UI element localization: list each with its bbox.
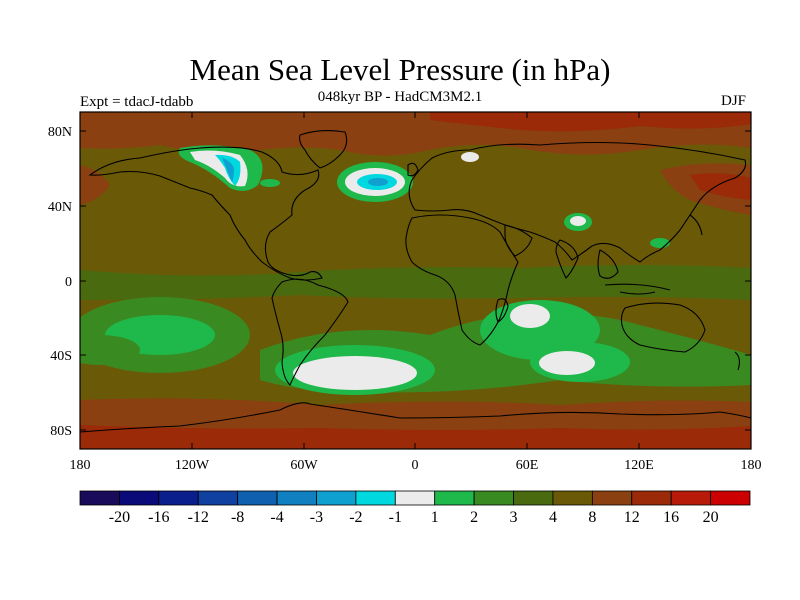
colorbar-swatch [670, 490, 711, 506]
latitude-labels: 80N 40N 0 40S 80S [48, 125, 72, 439]
colorbar-swatch [591, 490, 633, 506]
colorbar-swatch [316, 490, 357, 506]
colorbar-swatch [119, 490, 160, 506]
antarctic-high-core [80, 425, 751, 449]
colorbar-label: -2 [349, 509, 362, 526]
pressure-field [80, 112, 751, 449]
colorbar-swatch [513, 490, 554, 506]
map-title: Mean Sea Level Pressure (in hPa) [189, 52, 611, 87]
lon-label: 0 [412, 458, 419, 473]
australia-coast [620, 302, 706, 353]
colorbar-swatch [158, 490, 199, 506]
season-label: DJF [721, 93, 747, 109]
colorbar-label: 12 [624, 509, 640, 526]
colorbar-label: 4 [549, 509, 557, 526]
colorbar-label: -12 [188, 509, 209, 526]
colorbar-label: -3 [310, 509, 323, 526]
lon-label: 60E [516, 458, 539, 473]
scandinavian-low [461, 152, 479, 162]
lon-label: 60W [290, 458, 318, 473]
madagascar-coast [495, 298, 509, 323]
colorbar-swatch [197, 490, 239, 506]
lon-label: 120E [624, 458, 654, 473]
colorbar-label: 20 [703, 509, 719, 526]
new-zealand-coast [734, 351, 741, 371]
colorbar-label: -4 [270, 509, 283, 526]
southeast-asia-coast [597, 249, 619, 279]
colorbar-label: -16 [148, 509, 169, 526]
uk-coast [407, 162, 419, 177]
colorbar-label: 16 [663, 509, 679, 526]
lat-label: 80S [50, 424, 72, 439]
lat-label: 0 [65, 275, 72, 290]
colorbar-label: 3 [510, 509, 518, 526]
colorbar: -20 -16 -12 -8 -4 -3 -2 -1 1 2 3 4 8 12 16 20 [79, 490, 751, 526]
colorbar-label: -8 [231, 509, 244, 526]
colorbar-swatch [552, 490, 593, 506]
indonesia-coast [604, 283, 671, 295]
colorbar-swatch [473, 490, 514, 506]
baffin-low [260, 179, 280, 187]
map-subtitle: 048kyr BP - HadCM3M2.1 [317, 89, 483, 105]
longitude-labels: 180 120W 60W 0 60E 120E 180 [70, 458, 762, 473]
lat-label: 80N [48, 125, 72, 140]
antarctica-coast [80, 402, 751, 433]
south-america-coast [271, 278, 349, 386]
south-atlantic-core [293, 356, 417, 390]
colorbar-swatch [276, 490, 317, 506]
lon-label: 120W [175, 458, 210, 473]
colorbar-swatch [394, 490, 436, 506]
tropical-band [80, 265, 751, 300]
lon-label: 180 [70, 458, 91, 473]
north-pacific-high-west [80, 165, 110, 205]
south-indian-core [510, 304, 550, 328]
colorbar-swatch [355, 490, 396, 506]
japan-coast [689, 214, 703, 236]
axis-ticks [80, 112, 751, 449]
colorbar-label: -20 [109, 509, 130, 526]
colorbar-label: 8 [588, 509, 596, 526]
arabia-coast [504, 224, 533, 257]
tibetan-low-white [570, 216, 586, 226]
north-atlantic-low-core [368, 178, 388, 186]
lat-label: 40N [48, 200, 72, 215]
colorbar-swatch [710, 490, 751, 506]
colorbar-swatch [631, 490, 672, 506]
east-asia-low [650, 238, 670, 248]
lat-label: 40S [50, 349, 72, 364]
greenland-coast [299, 129, 348, 169]
colorbar-label: 2 [470, 509, 478, 526]
colorbar-label: 1 [431, 509, 439, 526]
colorbar-swatch [237, 490, 278, 506]
north-america-coast [88, 146, 323, 281]
north-pacific-high-core [690, 173, 751, 200]
arctic-high-core [430, 112, 751, 132]
south-pacific-east [80, 335, 140, 365]
africa-coast [405, 214, 519, 346]
colorbar-swatch [79, 490, 120, 506]
lon-label: 180 [741, 458, 762, 473]
india-coast [555, 239, 579, 279]
colorbar-swatch [434, 490, 475, 506]
coastlines [80, 129, 751, 433]
colorbar-label: -1 [389, 509, 402, 526]
ice-sheet-low-core [222, 158, 234, 182]
southeast-indian-core [539, 351, 595, 375]
experiment-label: Expt = tdacJ-tdabb [80, 94, 194, 110]
